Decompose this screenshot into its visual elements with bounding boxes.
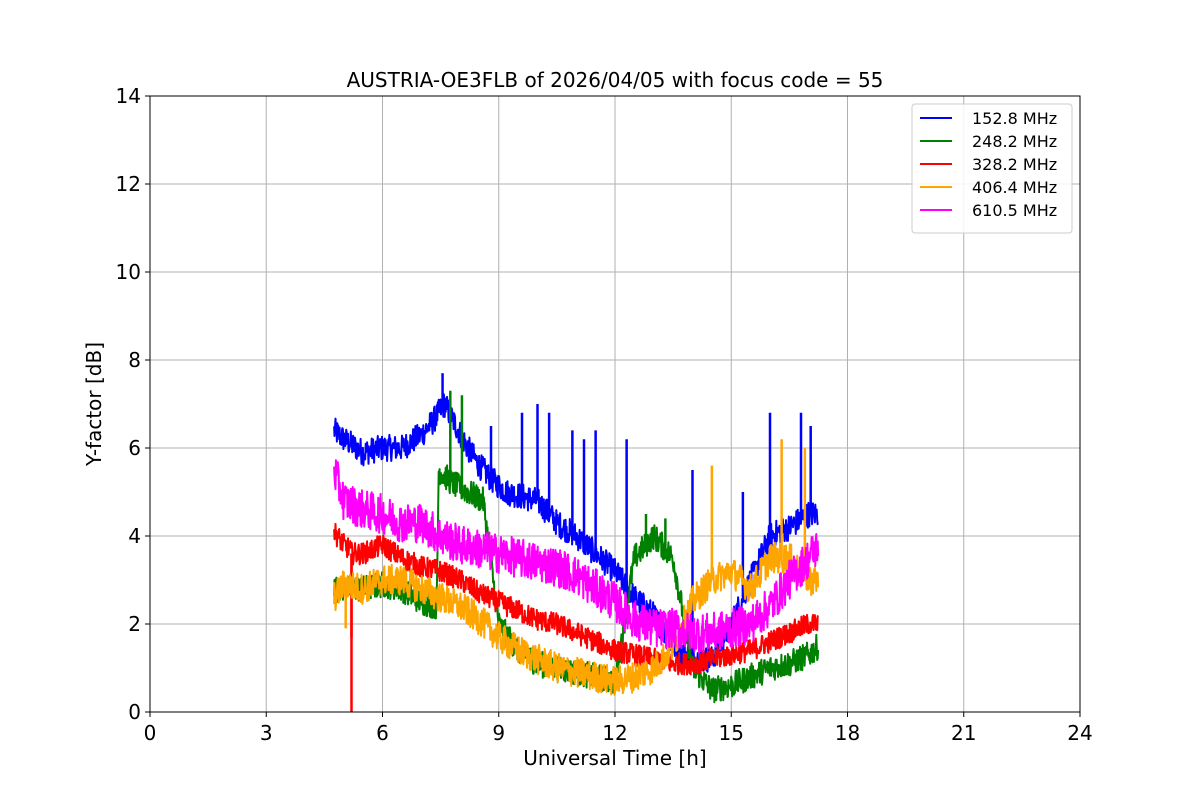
legend-entry: 406.4 MHz: [972, 178, 1057, 197]
x-tick-label: 18: [835, 721, 860, 745]
x-axis-label: Universal Time [h]: [523, 746, 706, 770]
x-tick-label: 15: [719, 721, 744, 745]
x-tick-label: 24: [1067, 721, 1092, 745]
x-tick-label: 21: [951, 721, 976, 745]
legend: 152.8 MHz 248.2 MHz 328.2 MHz 406.4 MHz 610.…: [911, 103, 1073, 234]
x-tick-label: 9: [492, 721, 505, 745]
series-line: [333, 522, 819, 676]
legend-entry: 152.8 MHz: [972, 109, 1057, 128]
series-406-4-mhzline: [333, 439, 820, 696]
series-line: [333, 459, 820, 654]
y-tick-label: 4: [128, 524, 141, 548]
chart-title: AUSTRIA-OE3FLB of 2026/04/05 with focus …: [347, 68, 884, 92]
legend-entry: 328.2 MHz: [972, 155, 1057, 174]
legend-entry: 610.5 MHz: [972, 201, 1057, 220]
y-tick-label: 10: [116, 260, 141, 284]
y-tick-label: 0: [128, 700, 141, 724]
y-tick-label: 2: [128, 612, 141, 636]
y-tick-label: 8: [128, 348, 141, 372]
y-tick-label: 6: [128, 436, 141, 460]
series-610-5-mhzline: [333, 459, 820, 654]
y-tick-label: 12: [116, 172, 141, 196]
x-tick-label: 3: [260, 721, 273, 745]
series-layer: [333, 373, 820, 712]
series-line: [333, 393, 819, 674]
legend-entry: 248.2 MHz: [972, 132, 1057, 151]
x-tick-label: 12: [602, 721, 627, 745]
y-axis-label: Y-factor [dB]: [82, 342, 106, 467]
x-tick-label: 0: [144, 721, 157, 745]
series-line: [333, 541, 820, 696]
x-tick-label: 6: [376, 721, 389, 745]
y-tick-label: 14: [116, 84, 141, 108]
legend-box: [911, 103, 1073, 234]
